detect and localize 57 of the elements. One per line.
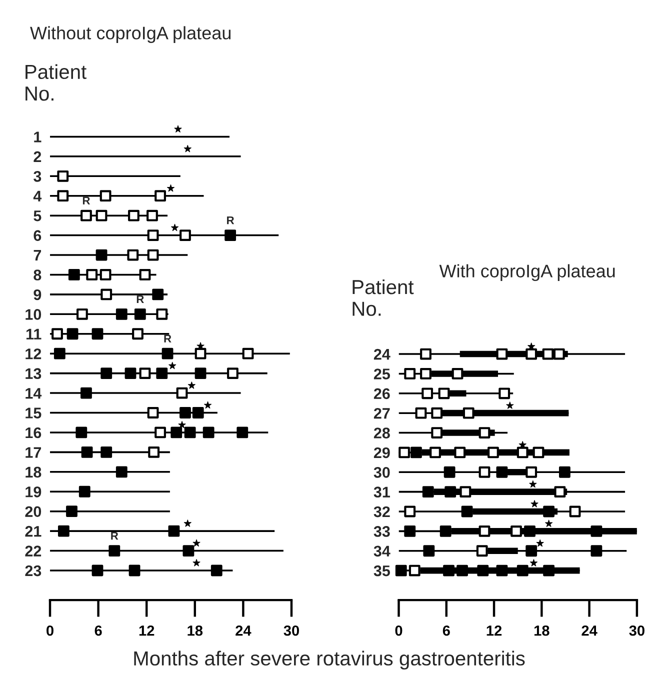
x-tick-label: 18 (534, 625, 550, 636)
y-tick-label: 11 (26, 328, 42, 340)
y-tick-label: 17 (26, 447, 42, 458)
y-tick-label: 26 (374, 388, 390, 400)
y-tick-label: 13 (26, 368, 42, 380)
y-tick-label: 32 (374, 506, 390, 518)
y-tick-label: 12 (26, 348, 42, 360)
x-tick-label: 6 (94, 625, 102, 636)
y-tick-label: 25 (374, 368, 390, 380)
chart-title: With coproIgA plateau (439, 264, 615, 282)
y-axis-title: Patient No. (26, 64, 86, 101)
y-tick-label: 3 (34, 171, 42, 182)
y-tick-label: 27 (374, 408, 390, 419)
y-tick-label: 33 (374, 526, 390, 537)
y-tick-label: 15 (26, 408, 42, 418)
y-tick-label: 34 (374, 546, 390, 557)
annotation: R (136, 295, 144, 303)
annotation: R (227, 216, 234, 224)
y-tick-label: 22 (25, 546, 42, 556)
y-tick-label: 24 (374, 348, 390, 360)
x-tick-label: 0 (46, 625, 54, 636)
y-tick-label: 18 (26, 466, 42, 478)
y-tick-label: 35 (374, 565, 390, 576)
x-tick-label: 30 (284, 625, 300, 636)
x-tick-label: 24 (582, 625, 598, 636)
y-tick-label: 8 (34, 270, 42, 280)
y-tick-label: 28 (374, 428, 390, 438)
y-tick-label: 6 (34, 230, 42, 241)
y-tick-label: 21 (25, 526, 42, 537)
x-axis-title: Months after severe rotavirus gastroenteritis (134, 650, 525, 670)
chart-title: Without coproIgA plateau (30, 26, 231, 44)
y-tick-label: 30 (374, 467, 390, 478)
y-tick-label: 16 (26, 427, 42, 438)
x-tick-label: 18 (188, 625, 203, 636)
annotation: R (82, 196, 90, 204)
y-tick-label: 2 (34, 151, 42, 162)
y-tick-label: 10 (26, 309, 42, 320)
y-tick-label: 31 (374, 486, 390, 498)
y-tick-label: 9 (34, 289, 42, 300)
x-tick-label: 12 (139, 625, 154, 636)
y-tick-label: 14 (26, 388, 42, 399)
x-tick-label: 24 (236, 625, 252, 636)
annotation: R (111, 532, 118, 540)
y-axis-title: Patient No. (352, 279, 414, 316)
x-tick-label: 12 (486, 625, 502, 636)
y-tick-label: 29 (374, 447, 390, 458)
x-tick-label: 30 (629, 625, 644, 636)
x-tick-label: 0 (395, 625, 402, 636)
x-tick-label: 6 (442, 625, 450, 636)
y-tick-label: 7 (34, 250, 42, 261)
y-tick-label: 23 (25, 565, 42, 576)
y-tick-label: 5 (34, 210, 42, 222)
y-tick-label: 4 (33, 190, 42, 202)
y-tick-label: 20 (25, 506, 42, 518)
annotation: R (164, 334, 172, 342)
y-tick-label: 1 (34, 132, 42, 142)
y-tick-label: 19 (26, 486, 42, 498)
